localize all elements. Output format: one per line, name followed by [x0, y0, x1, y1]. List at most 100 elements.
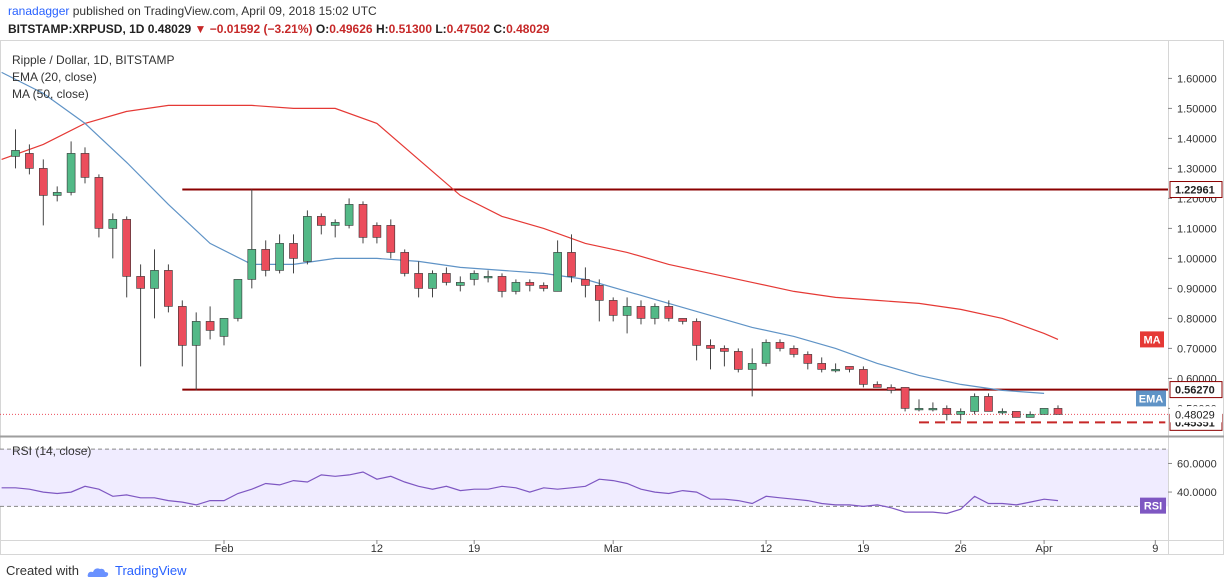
candle-body [900, 387, 910, 409]
candle-body [66, 153, 76, 193]
level-label-box [1169, 181, 1223, 199]
candle-body [803, 354, 813, 364]
candle-body [928, 408, 938, 411]
time-tick-label: Mar [604, 543, 623, 555]
symbol-bar: BITSTAMP:XRPUSD, 1D 0.48029 ▼ −0.01592 (… [8, 22, 549, 36]
price-tick-label: 0.70000 [1177, 343, 1217, 355]
candle-body [80, 153, 90, 178]
candle-body [914, 408, 924, 411]
price-tick-label: 1.30000 [1177, 163, 1217, 175]
publish-info: ranadagger published on TradingView.com,… [8, 4, 377, 18]
candle-body [442, 273, 451, 283]
candle-body [539, 285, 549, 289]
candle-body [316, 216, 326, 226]
rsi-title: RSI (14, close) [12, 444, 91, 458]
candle-body [511, 282, 521, 292]
candle-body [622, 306, 632, 316]
chart-area[interactable]: 1.600001.500001.400001.300001.200001.100… [0, 40, 1228, 558]
candle-body [400, 252, 410, 274]
time-tick-label: 12 [371, 543, 383, 555]
price-tick-label: 0.90000 [1177, 283, 1217, 295]
candle-body [428, 273, 437, 289]
rsi-tag: RSI [1144, 501, 1162, 513]
ma-tag-box [1140, 331, 1164, 348]
candle-body [831, 369, 840, 372]
tradingview-brand[interactable]: TradingView [114, 563, 187, 578]
candle-body [567, 252, 576, 277]
candle-body [998, 411, 1007, 414]
time-tick-label: 12 [760, 543, 772, 555]
candle-body [497, 276, 507, 292]
candle-body [247, 249, 257, 280]
created-with-text: Created with [6, 563, 79, 578]
candle-body [275, 243, 284, 271]
candle-body [358, 204, 368, 238]
close-value: 0.48029 [506, 22, 550, 36]
time-tick-label: 9 [1152, 543, 1158, 555]
published-text: published on TradingView.com, April 09, … [72, 4, 377, 18]
candle-body [886, 387, 896, 391]
candle-body [956, 411, 966, 415]
price-tick-label: 0.80000 [1177, 313, 1217, 325]
candle-body [414, 273, 423, 289]
candle-body [1011, 411, 1021, 418]
symbol-name: BITSTAMP:XRPUSD, 1D [8, 22, 145, 36]
candle-body [1039, 408, 1049, 415]
candle-body [261, 249, 271, 271]
candle-body [150, 270, 159, 289]
rsi-tick-label: 40.0000 [1177, 487, 1217, 499]
chart-title: Ripple / Dollar, 1D, BITSTAMP [12, 53, 175, 67]
low-label: L: [435, 22, 447, 36]
candle-body [553, 252, 562, 292]
price-tick-label: 1.40000 [1177, 133, 1217, 145]
last-price-box [1170, 406, 1222, 423]
candle-body [469, 273, 479, 280]
candle-body [581, 279, 590, 286]
candle-body [191, 321, 201, 346]
down-arrow-icon: ▼ [194, 22, 207, 36]
candle-body [692, 321, 701, 346]
level-label: 1.22961 [1175, 185, 1215, 197]
candle-body [970, 396, 979, 412]
time-tick-label: 19 [468, 543, 480, 555]
candle-body [330, 222, 340, 226]
candle-body [775, 342, 785, 349]
level-label: 0.56270 [1175, 385, 1215, 397]
candle-body [25, 153, 34, 169]
open-label: O: [315, 22, 330, 36]
candle-body [122, 219, 131, 277]
ema-line [1, 71, 1045, 394]
candle-body [205, 321, 215, 331]
time-tick-label: Apr [1036, 543, 1053, 555]
candle-body [178, 306, 187, 346]
high-value: 0.51300 [388, 22, 432, 36]
candle-body [789, 348, 799, 355]
legend-ema: EMA (20, close) [12, 70, 97, 84]
ema-tag: EMA [1139, 393, 1164, 405]
candle-body [164, 270, 173, 307]
candle-body [720, 348, 729, 352]
level-label-box [1169, 381, 1223, 399]
candle-body [219, 318, 229, 337]
candle-body [761, 342, 771, 364]
time-tick-label: Feb [215, 543, 234, 555]
candle-body [1053, 408, 1063, 415]
price-tick-label: 1.10000 [1177, 223, 1217, 235]
candle-body [608, 300, 618, 316]
candle-body [664, 306, 674, 319]
rsi-line [1, 471, 1059, 515]
candle-body [386, 225, 396, 253]
rsi-tick-label: 60.0000 [1177, 458, 1217, 470]
candle-body [636, 306, 646, 319]
candle-body [52, 192, 62, 196]
legend-ma: MA (50, close) [12, 87, 89, 101]
author-link[interactable]: ranadagger [8, 4, 70, 18]
price-tick-label: 1.60000 [1177, 73, 1217, 85]
candle-body [11, 150, 20, 157]
high-label: H: [375, 22, 389, 36]
open-value: 0.49626 [329, 22, 373, 36]
candle-body [1025, 414, 1035, 418]
candle-body [650, 306, 660, 319]
candle-body [817, 363, 827, 370]
rsi-band-fill [0, 449, 1168, 507]
